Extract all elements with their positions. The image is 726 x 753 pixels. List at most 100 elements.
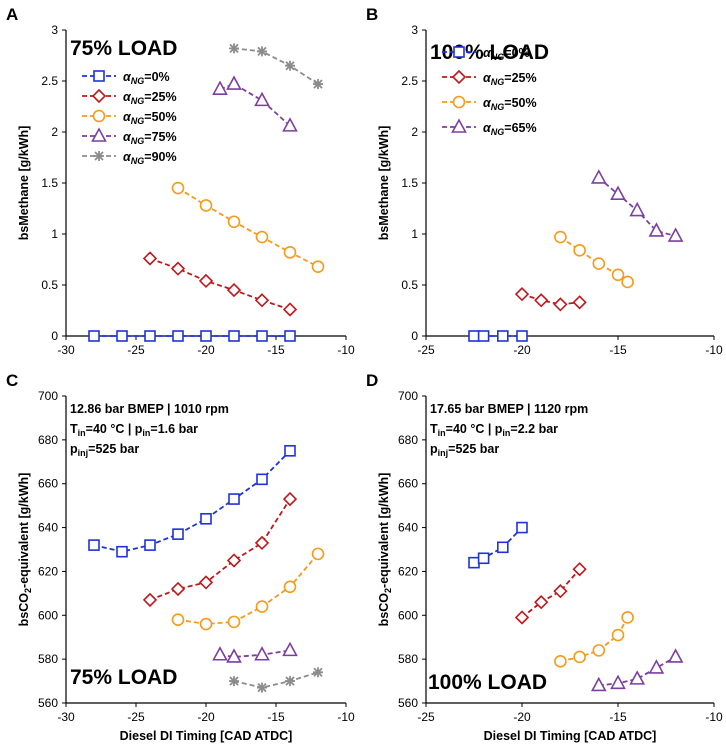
data-point — [228, 330, 240, 342]
condition-injection-pressure: pinj=525 bar — [430, 442, 499, 458]
data-point — [311, 547, 325, 561]
legend-entry: αNG=65% — [483, 121, 537, 137]
y-tick-label: 0 — [411, 329, 418, 343]
data-point — [516, 330, 528, 342]
data-point — [514, 287, 530, 302]
data-point — [170, 261, 186, 276]
data-point — [285, 60, 295, 71]
condition-injection-pressure: pinj=525 bar — [70, 442, 139, 458]
data-point — [226, 75, 242, 90]
data-point — [554, 655, 567, 668]
series-line — [521, 568, 581, 619]
y-axis-title: bsMethane [g/kWh] — [377, 126, 391, 241]
data-point — [468, 330, 480, 342]
x-tick-label: -25 — [127, 343, 145, 357]
data-point — [592, 257, 606, 270]
legend-entry: αNG=50% — [123, 110, 177, 126]
y-tick-label: 2 — [51, 125, 58, 139]
data-point — [629, 201, 646, 217]
legend-marker — [93, 70, 105, 82]
data-point — [88, 539, 100, 551]
condition-temperature-pressure: Tin=40 °C | pin=1.6 bar — [70, 422, 198, 438]
data-point — [282, 491, 298, 507]
series-line — [93, 450, 291, 553]
data-point — [254, 293, 270, 308]
data-point — [283, 246, 297, 259]
series-star — [229, 43, 323, 90]
data-point — [534, 594, 549, 610]
x-tick-label: -20 — [513, 710, 531, 724]
chart-panel-c: 560 580 600 620 640 660 680 700 -30 -25 -20 -15 -10 b… — [6, 371, 355, 743]
series-square — [88, 445, 296, 558]
data-point — [611, 268, 625, 282]
data-point — [198, 273, 214, 289]
y-tick-label: 1.5 — [41, 176, 58, 190]
data-point — [226, 648, 242, 663]
y-tick-label: 680 — [398, 433, 418, 447]
x-tick-label: -30 — [57, 710, 75, 724]
data-point — [313, 667, 323, 678]
y-axis-title: bsMethane [g/kWh] — [17, 126, 31, 241]
y-tick-label: 560 — [38, 696, 58, 710]
series-triangle — [590, 169, 684, 242]
series-line — [233, 671, 319, 689]
series-circle — [171, 547, 325, 631]
data-point — [477, 330, 490, 342]
data-point — [648, 222, 665, 237]
data-point — [199, 199, 213, 212]
x-tick-label: -25 — [127, 710, 145, 724]
x-tick-label: -20 — [197, 710, 215, 724]
legend-entry: αNG=75% — [123, 130, 177, 146]
data-point — [553, 584, 568, 599]
data-point — [477, 552, 490, 565]
series-circle — [554, 611, 634, 668]
legend-marker — [452, 95, 466, 109]
y-tick-label: 680 — [38, 433, 58, 447]
legend-entry: αNG=50% — [483, 96, 537, 112]
data-point — [172, 528, 184, 540]
y-tick-label: 700 — [38, 389, 58, 403]
data-point — [573, 244, 586, 257]
data-point — [200, 330, 212, 342]
y-axis-title: bsCO2-equivalent [g/kWh] — [377, 473, 393, 627]
chart-panel-a: 0 0.5 1 1.5 2 2.5 3 -30 -25 -20 -15 -10 bsMethane [g… — [6, 5, 355, 357]
y-tick-label: 1 — [411, 227, 418, 241]
data-point — [255, 230, 269, 244]
y-tick-label: 560 — [398, 696, 418, 710]
data-point — [282, 641, 298, 657]
y-tick-label: 600 — [398, 608, 418, 622]
condition-bmep-rpm: 17.65 bar BMEP | 1120 rpm — [430, 402, 588, 416]
legend: αNG=0% αNG=25% αNG=50% αNG=75% αNG=90% — [82, 70, 177, 166]
x-tick-label: -15 — [609, 343, 627, 357]
data-point — [648, 659, 665, 674]
data-point — [610, 185, 626, 201]
y-tick-label: 640 — [398, 521, 418, 535]
data-point — [171, 181, 185, 195]
y-tick-label: 1 — [51, 227, 58, 241]
data-point — [229, 43, 239, 54]
data-point — [254, 91, 270, 107]
data-point — [282, 117, 298, 132]
legend-entry: αNG=0% — [123, 70, 170, 86]
data-point — [212, 80, 228, 95]
data-point — [255, 600, 269, 613]
y-tick-label: 660 — [398, 477, 418, 491]
legend-marker — [91, 127, 107, 142]
y-tick-label: 600 — [38, 608, 58, 622]
data-point — [170, 581, 186, 597]
data-point — [629, 670, 646, 685]
x-tick-label: -15 — [609, 710, 627, 724]
data-point — [573, 650, 586, 664]
y-tick-label: 620 — [38, 564, 58, 578]
x-tick-label: -25 — [417, 343, 435, 357]
data-point — [516, 521, 528, 534]
data-point — [496, 541, 509, 554]
data-point — [229, 676, 239, 687]
y-tick-label: 660 — [38, 477, 58, 491]
y-tick-label: 700 — [398, 389, 418, 403]
condition-temperature-pressure: Tin=40 °C | pin=2.2 bar — [430, 422, 558, 438]
condition-bmep-rpm: 12.86 bar BMEP | 1010 rpm — [70, 402, 229, 416]
y-tick-label: 0.5 — [401, 278, 418, 292]
series-diamond — [514, 562, 587, 625]
data-point — [257, 682, 267, 693]
